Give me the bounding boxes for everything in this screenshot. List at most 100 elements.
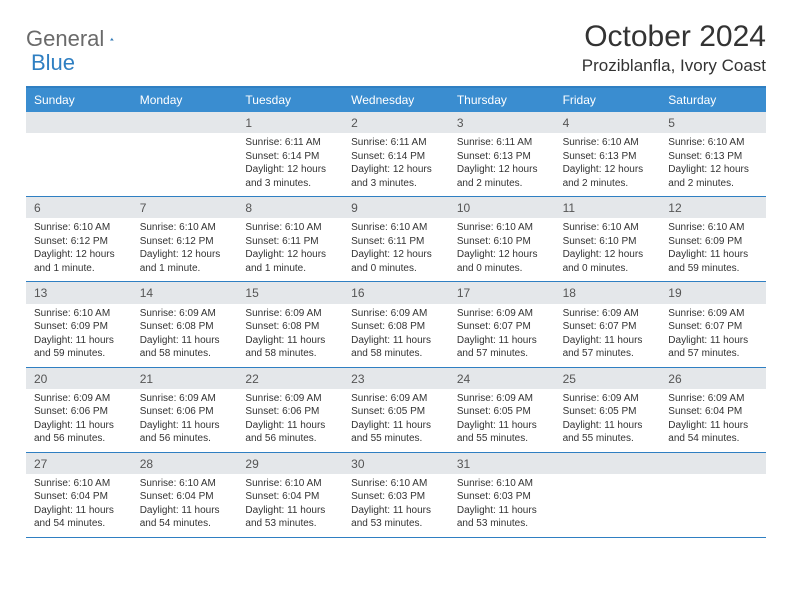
calendar-cell: 20Sunrise: 6:09 AMSunset: 6:06 PMDayligh… (26, 368, 132, 452)
cell-body (132, 133, 238, 191)
day-number: 18 (555, 282, 661, 303)
daylight-text: Daylight: 11 hours and 59 minutes. (668, 248, 758, 275)
daylight-text: Daylight: 12 hours and 3 minutes. (245, 163, 335, 190)
cell-body: Sunrise: 6:09 AMSunset: 6:06 PMDaylight:… (237, 389, 343, 452)
calendar-cell: 30Sunrise: 6:10 AMSunset: 6:03 PMDayligh… (343, 453, 449, 537)
sunset-text: Sunset: 6:12 PM (34, 235, 124, 249)
day-number: 4 (555, 112, 661, 133)
cell-body: Sunrise: 6:09 AMSunset: 6:05 PMDaylight:… (555, 389, 661, 452)
calendar-cell (26, 112, 132, 196)
day-header-friday: Friday (555, 88, 661, 112)
sunrise-text: Sunrise: 6:10 AM (34, 221, 124, 235)
logo-triangle-icon (110, 29, 114, 49)
daylight-text: Daylight: 11 hours and 54 minutes. (668, 419, 758, 446)
day-number: 30 (343, 453, 449, 474)
calendar-cell: 19Sunrise: 6:09 AMSunset: 6:07 PMDayligh… (660, 282, 766, 366)
day-number: 17 (449, 282, 555, 303)
calendar-cell: 10Sunrise: 6:10 AMSunset: 6:10 PMDayligh… (449, 197, 555, 281)
day-number: 1 (237, 112, 343, 133)
sunrise-text: Sunrise: 6:09 AM (668, 392, 758, 406)
daylight-text: Daylight: 11 hours and 55 minutes. (457, 419, 547, 446)
calendar-cell: 5Sunrise: 6:10 AMSunset: 6:13 PMDaylight… (660, 112, 766, 196)
sunrise-text: Sunrise: 6:10 AM (457, 221, 547, 235)
sunrise-text: Sunrise: 6:10 AM (668, 136, 758, 150)
sunrise-text: Sunrise: 6:09 AM (668, 307, 758, 321)
sunrise-text: Sunrise: 6:09 AM (563, 392, 653, 406)
calendar-cell: 31Sunrise: 6:10 AMSunset: 6:03 PMDayligh… (449, 453, 555, 537)
calendar-cell: 23Sunrise: 6:09 AMSunset: 6:05 PMDayligh… (343, 368, 449, 452)
sunset-text: Sunset: 6:13 PM (457, 150, 547, 164)
location: Proziblanfla, Ivory Coast (582, 56, 766, 76)
calendar-cell: 25Sunrise: 6:09 AMSunset: 6:05 PMDayligh… (555, 368, 661, 452)
calendar-cell: 15Sunrise: 6:09 AMSunset: 6:08 PMDayligh… (237, 282, 343, 366)
daylight-text: Daylight: 12 hours and 0 minutes. (351, 248, 441, 275)
cell-body: Sunrise: 6:09 AMSunset: 6:07 PMDaylight:… (660, 304, 766, 367)
sunset-text: Sunset: 6:09 PM (34, 320, 124, 334)
calendar-cell (660, 453, 766, 537)
day-number: 31 (449, 453, 555, 474)
day-number: 23 (343, 368, 449, 389)
sunrise-text: Sunrise: 6:10 AM (351, 221, 441, 235)
sunrise-text: Sunrise: 6:11 AM (245, 136, 335, 150)
day-number: 12 (660, 197, 766, 218)
day-number: 2 (343, 112, 449, 133)
day-number: 10 (449, 197, 555, 218)
calendar-cell: 12Sunrise: 6:10 AMSunset: 6:09 PMDayligh… (660, 197, 766, 281)
calendar-cell: 7Sunrise: 6:10 AMSunset: 6:12 PMDaylight… (132, 197, 238, 281)
calendar-cell: 1 Sunrise: 6:11 AMSunset: 6:14 PMDaylight… (237, 112, 343, 196)
day-number: 22 (237, 368, 343, 389)
sunrise-text: Sunrise: 6:10 AM (563, 221, 653, 235)
sunrise-text: Sunrise: 6:11 AM (457, 136, 547, 150)
day-number: 11 (555, 197, 661, 218)
sunset-text: Sunset: 6:13 PM (563, 150, 653, 164)
day-header-thursday: Thursday (449, 88, 555, 112)
sunrise-text: Sunrise: 6:09 AM (457, 307, 547, 321)
day-number: 5 (660, 112, 766, 133)
day-number: 6 (26, 197, 132, 218)
calendar-cell: 29Sunrise: 6:10 AMSunset: 6:04 PMDayligh… (237, 453, 343, 537)
sunset-text: Sunset: 6:06 PM (34, 405, 124, 419)
daylight-text: Daylight: 12 hours and 3 minutes. (351, 163, 441, 190)
sunrise-text: Sunrise: 6:10 AM (140, 477, 230, 491)
sunset-text: Sunset: 6:09 PM (668, 235, 758, 249)
day-number (132, 112, 238, 133)
title-block: October 2024 Proziblanfla, Ivory Coast (582, 20, 766, 76)
daylight-text: Daylight: 12 hours and 2 minutes. (563, 163, 653, 190)
day-number: 7 (132, 197, 238, 218)
day-headers-row: Sunday Monday Tuesday Wednesday Thursday… (26, 88, 766, 112)
daylight-text: Daylight: 11 hours and 56 minutes. (140, 419, 230, 446)
cell-body: Sunrise: 6:09 AMSunset: 6:07 PMDaylight:… (555, 304, 661, 367)
daylight-text: Daylight: 11 hours and 53 minutes. (351, 504, 441, 531)
sunset-text: Sunset: 6:08 PM (245, 320, 335, 334)
daylight-text: Daylight: 11 hours and 58 minutes. (245, 334, 335, 361)
sunset-text: Sunset: 6:12 PM (140, 235, 230, 249)
calendar-cell: 27Sunrise: 6:10 AMSunset: 6:04 PMDayligh… (26, 453, 132, 537)
day-number: 29 (237, 453, 343, 474)
cell-body: Sunrise: 6:10 AMSunset: 6:09 PMDaylight:… (26, 304, 132, 367)
calendar-cell (555, 453, 661, 537)
sunset-text: Sunset: 6:03 PM (351, 490, 441, 504)
sunrise-text: Sunrise: 6:09 AM (140, 392, 230, 406)
sunset-text: Sunset: 6:14 PM (245, 150, 335, 164)
sunrise-text: Sunrise: 6:10 AM (245, 221, 335, 235)
daylight-text: Daylight: 11 hours and 57 minutes. (457, 334, 547, 361)
calendar-cell: 3Sunrise: 6:11 AMSunset: 6:13 PMDaylight… (449, 112, 555, 196)
day-number: 24 (449, 368, 555, 389)
cell-body: Sunrise: 6:09 AMSunset: 6:08 PMDaylight:… (237, 304, 343, 367)
calendar-cell: 22Sunrise: 6:09 AMSunset: 6:06 PMDayligh… (237, 368, 343, 452)
day-number (26, 112, 132, 133)
sunrise-text: Sunrise: 6:11 AM (351, 136, 441, 150)
cell-body: Sunrise: 6:10 AMSunset: 6:13 PMDaylight:… (555, 133, 661, 196)
sunrise-text: Sunrise: 6:10 AM (34, 307, 124, 321)
sunset-text: Sunset: 6:11 PM (245, 235, 335, 249)
daylight-text: Daylight: 12 hours and 0 minutes. (457, 248, 547, 275)
day-number: 28 (132, 453, 238, 474)
cell-body: Sunrise: 6:09 AMSunset: 6:08 PMDaylight:… (343, 304, 449, 367)
cell-body: Sunrise: 6:10 AMSunset: 6:11 PMDaylight:… (237, 218, 343, 281)
sunset-text: Sunset: 6:07 PM (563, 320, 653, 334)
day-number: 26 (660, 368, 766, 389)
cell-body (555, 474, 661, 532)
calendar-cell: 2Sunrise: 6:11 AMSunset: 6:14 PMDaylight… (343, 112, 449, 196)
calendar-cell: 14Sunrise: 6:09 AMSunset: 6:08 PMDayligh… (132, 282, 238, 366)
daylight-text: Daylight: 11 hours and 57 minutes. (563, 334, 653, 361)
